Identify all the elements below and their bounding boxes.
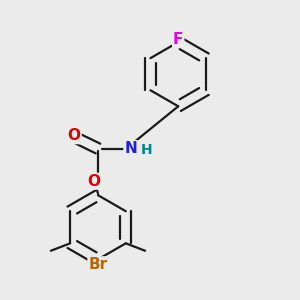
Text: F: F: [173, 32, 183, 46]
Text: N: N: [124, 141, 137, 156]
Text: H: H: [141, 143, 152, 157]
Text: O: O: [68, 128, 81, 143]
Text: Br: Br: [88, 257, 107, 272]
Text: O: O: [87, 174, 100, 189]
